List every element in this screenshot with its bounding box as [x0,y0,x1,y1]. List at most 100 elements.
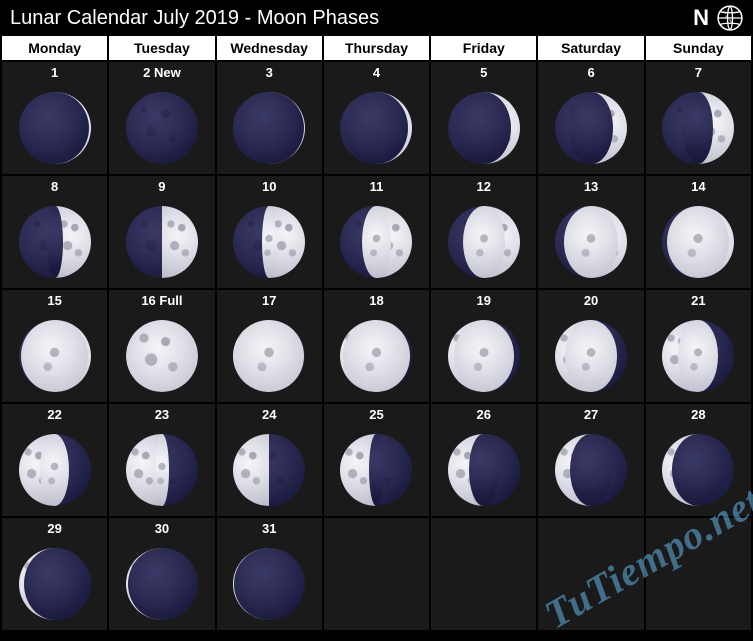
moon-container [109,196,214,288]
moon-phase-icon [340,206,412,278]
calendar-header: Lunar Calendar July 2019 - Moon Phases N [0,0,753,36]
moon-phase-icon [126,548,198,620]
calendar-day-cell: 4 [324,62,429,174]
calendar-day-cell: 1 [2,62,107,174]
moon-container [324,310,429,402]
calendar-day-cell: 28 [646,404,751,516]
moon-container [646,424,751,516]
calendar-day-cell: 18 [324,290,429,402]
day-number-label: 14 [646,176,751,196]
moon-container [646,82,751,174]
day-number-label: 26 [431,404,536,424]
calendar-title: Lunar Calendar July 2019 - Moon Phases [10,7,379,30]
moon-phase-icon [233,92,305,164]
day-number-label: 13 [538,176,643,196]
moon-container [217,82,322,174]
moon-container [2,196,107,288]
moon-phase-icon [662,92,734,164]
moon-container [538,310,643,402]
calendar-day-cell: 12 [431,176,536,288]
moon-phase-icon [555,434,627,506]
calendar-day-cell: 6 [538,62,643,174]
moon-phase-icon [448,320,520,392]
day-number-label: 17 [217,290,322,310]
moon-container [324,82,429,174]
moon-phase-icon [19,206,91,278]
calendar-day-cell: 31 [217,518,322,630]
moon-phase-icon [340,434,412,506]
day-number-label: 1 [2,62,107,82]
day-number-label: 2 New [109,62,214,82]
calendar-day-cell: 27 [538,404,643,516]
weekday-label: Saturday [538,36,643,60]
moon-phase-icon [448,92,520,164]
calendar-day-cell: 7 [646,62,751,174]
moon-phase-icon [19,92,91,164]
moon-container [538,424,643,516]
day-number-label: 10 [217,176,322,196]
day-number-label: 31 [217,518,322,538]
day-number-label: 3 [217,62,322,82]
calendar-day-cell: 21 [646,290,751,402]
moon-phase-icon [340,92,412,164]
moon-container [538,82,643,174]
calendar-day-cell: 3 [217,62,322,174]
day-number-label: 20 [538,290,643,310]
weekday-label: Sunday [646,36,751,60]
moon-container [324,424,429,516]
calendar-day-cell: 8 [2,176,107,288]
day-number-label: 7 [646,62,751,82]
day-number-label: 29 [2,518,107,538]
day-number-label: 25 [324,404,429,424]
day-number-label: 9 [109,176,214,196]
moon-container [217,424,322,516]
moon-container [109,82,214,174]
weekday-label: Friday [431,36,536,60]
moon-container [646,196,751,288]
calendar-day-cell: 16 Full [109,290,214,402]
day-number-label: 4 [324,62,429,82]
day-number-label: 12 [431,176,536,196]
calendar-day-cell: 5 [431,62,536,174]
moon-container [431,82,536,174]
moon-container [324,196,429,288]
calendar-day-cell: 25 [324,404,429,516]
calendar-day-cell: 9 [109,176,214,288]
day-number-label: 15 [2,290,107,310]
moon-phase-icon [340,320,412,392]
calendar-empty-cell [646,518,751,630]
calendar-day-cell: 19 [431,290,536,402]
calendar-day-cell: 13 [538,176,643,288]
moon-phase-icon [662,434,734,506]
weekday-label: Tuesday [109,36,214,60]
calendar-day-cell: 11 [324,176,429,288]
moon-phase-icon [233,206,305,278]
calendar-day-cell: 22 [2,404,107,516]
moon-phase-icon [662,320,734,392]
day-number-label: 22 [2,404,107,424]
weekday-label: Thursday [324,36,429,60]
moon-phase-icon [126,92,198,164]
moon-phase-icon [555,320,627,392]
calendar-day-cell: 2 New [109,62,214,174]
moon-container [217,538,322,630]
moon-phase-icon [126,206,198,278]
weekday-label: Wednesday [217,36,322,60]
moon-container [109,310,214,402]
day-number-label: 6 [538,62,643,82]
globe-icon [717,5,743,31]
day-number-label: 28 [646,404,751,424]
calendar-empty-cell [431,518,536,630]
day-number-label: 21 [646,290,751,310]
moon-phase-icon [448,434,520,506]
day-number-label: 24 [217,404,322,424]
moon-phase-icon [233,434,305,506]
calendar-grid: 12 New34567 891011121314 1516 Full17181920… [0,60,753,632]
moon-container [109,538,214,630]
moon-phase-icon [126,320,198,392]
day-number-label: 18 [324,290,429,310]
calendar-day-cell: 29 [2,518,107,630]
moon-container [109,424,214,516]
hemisphere-indicator: N [693,5,743,31]
calendar-day-cell: 23 [109,404,214,516]
